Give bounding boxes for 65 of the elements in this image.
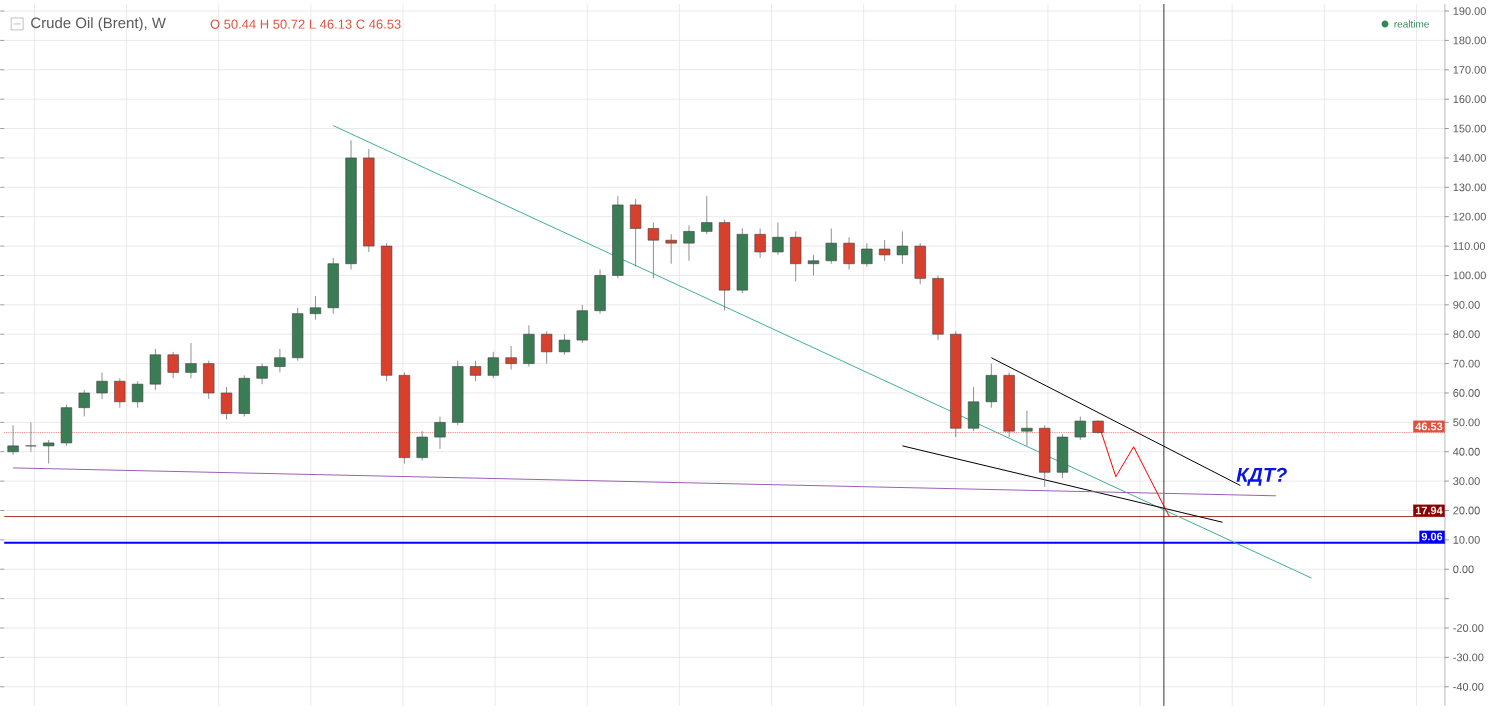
candlestick	[505, 345, 517, 370]
candlestick	[185, 342, 197, 379]
candlestick	[541, 330, 553, 364]
candlestick	[772, 221, 784, 256]
candlestick	[487, 351, 499, 379]
y-tick-label: 90.00	[1453, 300, 1480, 309]
candlestick	[114, 377, 126, 408]
candlestick	[683, 224, 695, 261]
candlestick	[1021, 410, 1033, 447]
y-tick-label: 70.00	[1453, 359, 1480, 368]
annotation: realtime	[1394, 20, 1429, 28]
y-tick-label: 130.00	[1453, 183, 1486, 192]
candlestick	[558, 333, 571, 355]
y-tick-label: 170.00	[1453, 65, 1486, 74]
y-tick-label: 180.00	[1453, 36, 1486, 45]
y-tick-label: 60.00	[1453, 388, 1480, 397]
annotation: O 50.44 H 50.72 L 46.13 C 46.53	[210, 19, 401, 29]
candlestick	[274, 348, 286, 373]
ref-line-label: 17.94	[1415, 506, 1443, 515]
candlestick	[1074, 415, 1086, 441]
candlestick	[25, 421, 37, 452]
candlestick	[647, 221, 660, 279]
candlestick	[825, 227, 837, 264]
y-tick-label: 40.00	[1453, 447, 1480, 456]
y-tick-label: 160.00	[1453, 95, 1486, 103]
y-tick-label: -20.00	[1453, 623, 1484, 632]
candlestick	[78, 389, 90, 417]
candlestick	[131, 380, 144, 408]
candlestick	[807, 254, 820, 276]
y-tick-label: 50.00	[1453, 418, 1480, 427]
y-tick-label: 10.00	[1453, 535, 1480, 544]
y-tick-label: 150.00	[1453, 124, 1486, 133]
y-tick-label: -40.00	[1453, 682, 1484, 691]
ref-line-label: 9.06	[1421, 532, 1443, 541]
candlestick	[843, 236, 855, 270]
candlestick	[43, 439, 55, 464]
y-tick-label: 0.00	[1453, 565, 1474, 573]
candlestick	[665, 233, 677, 264]
candlestick	[96, 371, 108, 400]
candlestick	[220, 386, 233, 420]
candlestick	[896, 230, 909, 264]
y-tick-label: 100.00	[1453, 271, 1486, 280]
y-tick-label: 140.00	[1453, 153, 1486, 162]
candlestick	[167, 351, 179, 379]
candlestick	[754, 227, 766, 259]
candlestick	[469, 360, 482, 382]
candlestick	[7, 424, 19, 455]
y-tick-label: 20.00	[1453, 506, 1480, 515]
y-tick-label: 190.00	[1453, 6, 1486, 15]
text: Crude Oil (Brent), W	[31, 16, 166, 31]
candlestick	[416, 430, 428, 461]
y-tick-label: 80.00	[1453, 330, 1480, 338]
candlestick	[701, 195, 713, 235]
candlestick	[309, 295, 322, 320]
candlestick	[629, 198, 642, 267]
ref-line-label: 46.53	[1415, 422, 1443, 431]
candlestick	[256, 363, 268, 385]
y-tick-label: 30.00	[1453, 477, 1480, 485]
annotation: КДТ?	[1236, 467, 1287, 486]
candlestick	[861, 242, 873, 267]
candlestick	[434, 415, 446, 450]
y-tick-label: -30.00	[1453, 653, 1484, 662]
y-tick-label: 110.00	[1453, 242, 1486, 250]
candlestick	[879, 239, 891, 261]
y-tick-label: 120.00	[1453, 212, 1486, 221]
